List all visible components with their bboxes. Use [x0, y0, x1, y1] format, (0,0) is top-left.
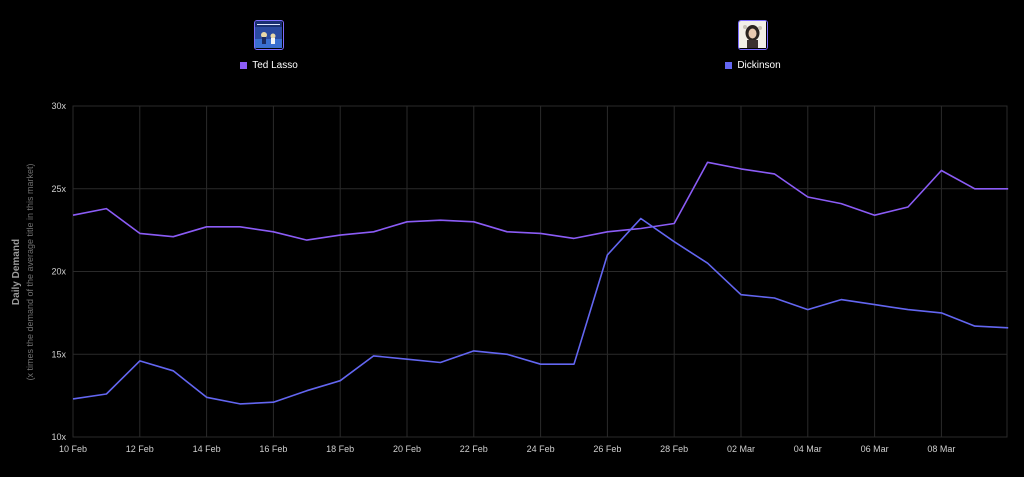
x-axis-ticks: 10 Feb 12 Feb 14 Feb 16 Feb 18 Feb 20 Feb 22 F…: [59, 444, 955, 454]
x-tick-label: 14 Feb: [193, 444, 221, 454]
series-line-ted-lasso[interactable]: [72, 161, 1009, 241]
y-tick-label: 10x: [51, 432, 66, 442]
x-tick-label: 04 Mar: [794, 444, 822, 454]
x-tick-label: 18 Feb: [326, 444, 354, 454]
x-tick-label: 26 Feb: [593, 444, 621, 454]
dickinson-poster-icon: [738, 20, 768, 50]
x-tick-label: 20 Feb: [393, 444, 421, 454]
x-tick-label: 16 Feb: [259, 444, 287, 454]
chart-series: [72, 161, 1009, 405]
x-tick-label: 08 Mar: [927, 444, 955, 454]
x-tick-label: 06 Mar: [861, 444, 889, 454]
legend-swatch-dickinson: [725, 62, 733, 69]
y-axis-title: Daily Demand: [11, 239, 22, 305]
series-line-dickinson[interactable]: [72, 217, 1009, 405]
y-axis-subtitle: (x times the demand of the average title…: [25, 163, 35, 380]
y-tick-label: 20x: [51, 267, 66, 277]
x-tick-label: 22 Feb: [460, 444, 488, 454]
x-tick-label: 28 Feb: [660, 444, 688, 454]
y-axis-ticks: 10x 15x 20x 25x 30x: [51, 101, 66, 442]
x-tick-label: 10 Feb: [59, 444, 87, 454]
legend-swatch-ted-lasso: [240, 62, 248, 69]
x-tick-label: 12 Feb: [126, 444, 154, 454]
chart-grid: [72, 105, 1008, 438]
legend-item-dickinson[interactable]: Dickinson: [683, 20, 823, 71]
y-tick-label: 30x: [51, 101, 66, 111]
x-tick-label: 24 Feb: [527, 444, 555, 454]
y-tick-label: 25x: [51, 184, 66, 194]
legend-label-dickinson: Dickinson: [737, 60, 781, 71]
y-tick-label: 15x: [51, 349, 66, 359]
legend-label-ted-lasso: Ted Lasso: [252, 60, 298, 71]
legend-item-ted-lasso[interactable]: Ted Lasso: [199, 20, 339, 71]
x-tick-label: 02 Mar: [727, 444, 755, 454]
ted-lasso-poster-icon: [254, 20, 284, 50]
